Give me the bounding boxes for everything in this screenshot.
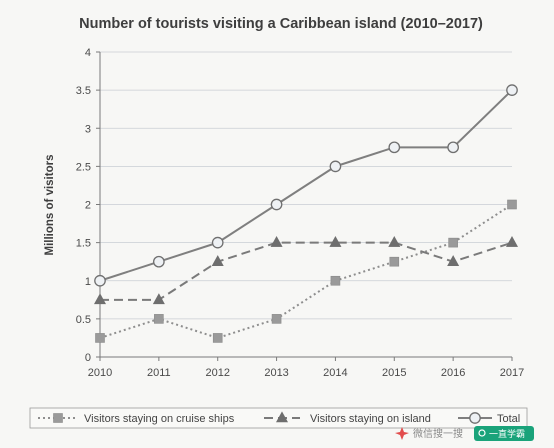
data-point [448,237,458,248]
legend-marker [275,411,289,423]
y-tick-labels: 0 0.5 1 1.5 2 2.5 3 3.5 4 [76,47,91,364]
data-point [507,199,517,210]
series-line [99,203,513,339]
sparkle-icon [395,427,409,440]
legend-label: Total [497,413,520,425]
data-point [152,293,165,305]
data-point [270,198,283,211]
x-tick-label: 2014 [323,367,347,379]
series-line [99,89,513,282]
legend-marker [53,413,63,423]
legend-marker [469,412,481,424]
y-tick-label: 3 [85,123,91,135]
data-point [211,255,224,266]
data-point [329,160,342,173]
legend-label: Visitors staying on cruise ships [84,413,235,425]
data-point [506,84,518,96]
watermark-text: 微信搜一搜 [413,427,463,440]
y-tick-label: 3.5 [76,85,91,97]
data-point [447,255,460,266]
y-tick-label: 2 [85,200,91,212]
series-triangle [93,236,519,305]
x-tick-label: 2013 [264,367,288,379]
series-layer [93,84,519,343]
data-point [95,333,105,343]
series-circle [94,84,518,287]
search-icon [478,429,486,437]
x-tick-label: 2012 [205,367,229,379]
x-tick-label: 2011 [147,367,171,379]
legend-item: Total [458,412,520,425]
y-tick-label: 1 [85,276,91,288]
data-point [388,236,401,247]
x-tick-label: 2017 [500,367,524,379]
x-tick-label: 2015 [382,367,406,379]
x-tick-label: 2016 [441,367,465,379]
data-point [212,333,223,343]
data-point [211,236,224,249]
legend-label: Visitors staying on island [310,413,431,425]
y-tick-label: 1.5 [76,238,91,250]
data-point [93,293,107,305]
series-square [95,199,517,343]
data-point [447,141,459,154]
y-tick-label: 4 [85,47,91,59]
data-point [154,314,164,324]
y-tick-label: 0 [85,352,91,364]
legend: Visitors staying on cruise ships Visitors… [29,407,528,429]
watermark: 微信搜一搜 一直学霸 [395,426,534,441]
watermark-badge-text: 一直学霸 [489,428,525,439]
data-point [505,236,519,247]
y-tick-label: 0.5 [76,314,91,326]
data-point [389,256,400,267]
legend-item: Visitors staying on cruise ships [38,413,235,425]
chart-title: Number of tourists visiting a Caribbean … [79,16,483,32]
data-point [388,141,401,154]
x-tick-label: 2010 [88,367,112,379]
watermark-badge [474,426,534,441]
y-axis-label: Millions of visitors [44,155,56,256]
y-tick-label: 2.5 [76,161,91,173]
gridlines [100,51,512,320]
data-point [153,255,165,268]
legend-item: Visitors staying on island [264,411,431,425]
data-point [94,274,106,287]
series-line [100,241,513,301]
data-point [271,314,282,324]
x-tick-labels: 2010 2011 2012 2013 2014 2015 2016 2017 [88,367,524,379]
data-point [330,275,341,286]
data-point [329,236,342,247]
data-point [270,236,283,247]
